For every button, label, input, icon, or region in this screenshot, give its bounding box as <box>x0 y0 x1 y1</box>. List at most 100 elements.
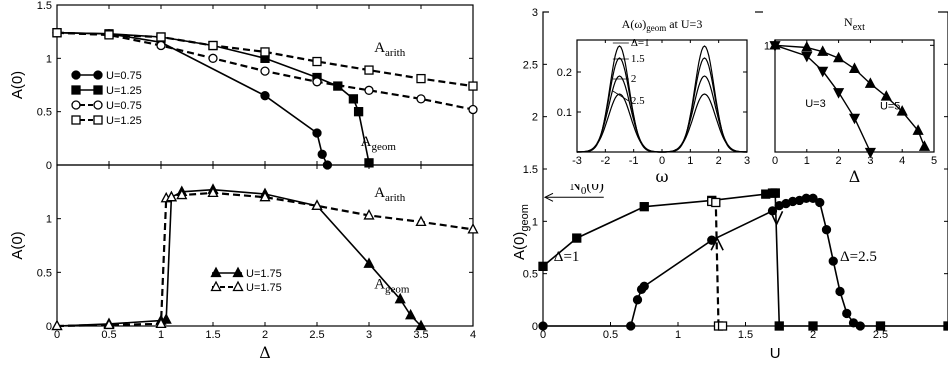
data-point <box>774 321 784 331</box>
data-point <box>103 318 115 330</box>
annotation: Aarith <box>374 40 406 59</box>
data-point <box>639 281 649 291</box>
series-next-0 <box>769 38 931 151</box>
y-tick-label: 0 <box>46 321 52 333</box>
data-point <box>176 188 188 200</box>
y-tick-label: 1 <box>764 40 770 52</box>
annotation-text: Δ=1 <box>554 249 580 265</box>
annotation-text: A <box>374 276 385 292</box>
data-point <box>312 128 322 138</box>
x-tick-label: 4 <box>899 155 905 167</box>
x-axis-label: Δ <box>849 167 861 186</box>
arrow-head <box>769 210 784 227</box>
data-point <box>259 190 271 202</box>
x-tick-label: 0.5 <box>101 329 116 341</box>
n0-arrow <box>543 192 604 202</box>
data-point <box>632 295 643 305</box>
data-point <box>364 65 374 75</box>
series-line <box>56 31 370 164</box>
inset-title: A(ω)geom at U=3 <box>622 17 703 33</box>
data-point <box>639 202 649 212</box>
y-tick-label: 3 <box>532 7 538 19</box>
y-tick-label: 0.5 <box>37 107 52 119</box>
panel-inset-next: 0 1 2 3 4 5 1 U=5 U=3 Next Δ <box>764 15 937 186</box>
y-tick-label: 1.5 <box>523 164 538 176</box>
y-axis-label: A(0)geom <box>511 204 531 260</box>
x-tick-label: 2 <box>810 329 816 341</box>
annotation: Δ=1 <box>554 249 580 265</box>
panel-top-left: 00.511.5AarithAgeomU=0.75U=1.25U=0.75U=1… <box>9 0 478 172</box>
data-point <box>912 124 924 135</box>
annotation-sub: arith <box>385 192 406 204</box>
data-point <box>848 113 861 125</box>
x-tick-label: 3 <box>744 155 750 167</box>
data-point <box>208 40 218 51</box>
data-point <box>538 261 548 271</box>
data-point <box>160 313 172 324</box>
series-right-main-1 <box>707 196 728 331</box>
data-point <box>815 197 825 208</box>
series-bottom-left-0 <box>51 183 427 331</box>
series-bottom-left-1 <box>51 186 479 331</box>
legend: U=1.75 U=1.75 <box>210 266 282 294</box>
annotation-text: A <box>361 134 372 150</box>
arrow-head <box>543 192 554 202</box>
x-tick-label: 0.5 <box>603 329 618 341</box>
y-axis-label: A(0) <box>9 231 26 259</box>
legend-marker <box>71 70 81 80</box>
inset-background <box>763 10 938 184</box>
legend-marker <box>93 85 103 95</box>
legend-label: U=1.75 <box>246 268 282 280</box>
annotation: 2.5 <box>631 95 645 107</box>
data-point <box>363 209 375 220</box>
series-line <box>56 191 474 328</box>
x-tick-label: 0 <box>54 329 60 341</box>
y-tick-label: 0 <box>46 160 52 172</box>
y-tick-label: 1 <box>46 53 52 65</box>
x-tick-label: -1 <box>629 155 639 167</box>
data-point <box>833 51 845 63</box>
data-point <box>468 81 478 91</box>
data-point <box>415 215 427 227</box>
x-tick-label: 1 <box>687 155 693 167</box>
data-point <box>364 85 374 95</box>
data-point <box>808 193 818 203</box>
legend: U=0.75 U=1.25 U=0.75 U=1.25 <box>71 70 142 127</box>
x-tick-label: 3.5 <box>413 329 428 341</box>
x-tick-label: 2 <box>262 329 268 341</box>
x-tick-label: 1 <box>675 329 681 341</box>
x-tick-label: 0 <box>540 329 546 341</box>
inset-title-sub: ext <box>853 22 865 33</box>
panel-bottom-left: 0 0.5 1 1.5 2 2.5 3 3.5 400.51AarithAgeomU=1.75U… <box>9 164 479 362</box>
annotation-sub: geom <box>372 141 397 153</box>
annotation-text: A <box>374 185 385 201</box>
inset-title: Next <box>844 15 865 33</box>
data-point <box>165 190 177 202</box>
y-tick-label: 2 <box>532 112 538 124</box>
annotation: 2 <box>631 73 637 85</box>
y-tick-label: 1 <box>46 214 52 226</box>
data-point <box>405 308 417 320</box>
x-tick-label: 1 <box>158 329 164 341</box>
data-point <box>842 308 852 319</box>
x-tick-label: -3 <box>572 155 582 167</box>
down-arrow <box>769 210 784 227</box>
data-point <box>311 199 323 210</box>
x-tick-label: -2 <box>600 155 610 167</box>
data-point <box>833 88 845 99</box>
y-tick-label: 0.5 <box>523 269 538 281</box>
data-point <box>864 77 876 88</box>
up-arrow <box>710 236 724 251</box>
inset-title-sub: geom <box>646 23 666 33</box>
data-point <box>207 186 219 198</box>
data-point <box>104 30 114 40</box>
y-tick-label: 0.5 <box>37 267 52 279</box>
data-point <box>770 188 780 198</box>
series-top-left-3 <box>52 28 478 91</box>
legend-marker <box>93 100 103 110</box>
y-tick-label: 0.2 <box>557 67 572 79</box>
data-point <box>918 140 931 151</box>
annotation-sub: geom <box>385 283 410 295</box>
inset-title-main: A(ω) <box>622 17 647 31</box>
series-top-left-0 <box>52 28 333 170</box>
